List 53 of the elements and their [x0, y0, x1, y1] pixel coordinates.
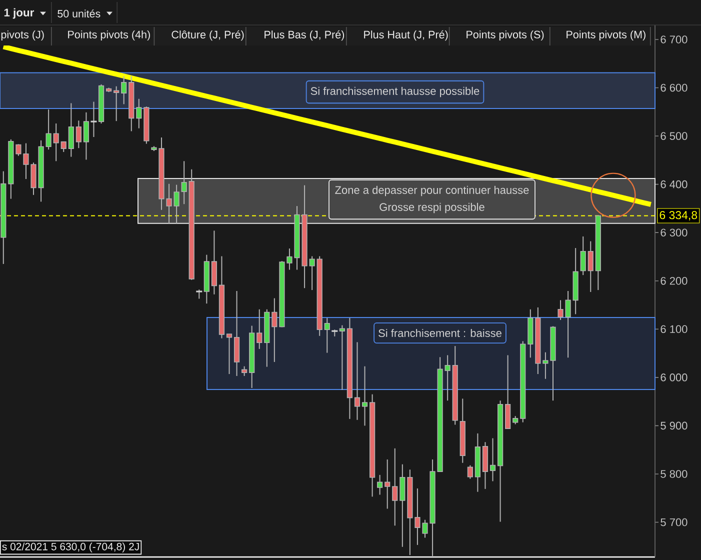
candlestick — [309, 256, 315, 291]
candlestick — [392, 448, 398, 526]
y-tick-label: 6 400 — [660, 180, 688, 188]
candlestick — [354, 342, 360, 420]
candlestick — [339, 324, 345, 390]
candlestick — [114, 86, 120, 122]
candlestick — [580, 236, 586, 276]
candlestick — [400, 464, 406, 548]
y-tick-label: 6 200 — [660, 276, 688, 285]
candlestick — [136, 98, 142, 129]
candlestick — [68, 102, 74, 158]
candlestick — [490, 438, 496, 482]
text: 50 unités — [58, 10, 100, 18]
candlestick — [181, 160, 187, 205]
annotation: Plus Haut (J, Pré) — [364, 30, 448, 41]
candlestick — [272, 298, 278, 362]
candlestick — [324, 318, 330, 354]
annotation: s 02/2021 5 630,0 (-704,8) 2J — [2, 542, 139, 552]
text: 1 jour — [4, 8, 34, 19]
annotation: Plus Bas (J, Pré) — [264, 30, 344, 41]
annotation: Points pivots (4h) — [68, 30, 150, 41]
candlestick — [46, 108, 52, 150]
candlestick — [226, 333, 232, 375]
candlestick — [83, 112, 90, 160]
y-tick-label: 6 500 — [660, 132, 688, 140]
annotation: Points pivots (S) — [466, 30, 544, 41]
y-tick-label: 5 900 — [660, 422, 688, 430]
annotation: Points pivots (M) — [566, 30, 646, 41]
annotation: pivots (J) — [1, 30, 44, 41]
annotation: Clôture (J, Pré) — [172, 30, 244, 41]
candlestick — [60, 141, 66, 152]
candlestick — [256, 308, 262, 350]
candlestick — [53, 122, 59, 162]
band-label: Zone a depasser pour continuer hausse Grosse respi possible — [335, 186, 529, 214]
band-label: Si franchissement hausse possible — [310, 86, 480, 98]
candlestick — [467, 464, 473, 480]
y-tick-label: 6 000 — [660, 374, 688, 382]
y-tick-label: 6 600 — [660, 84, 688, 92]
y-tick-label: 6 100 — [660, 325, 688, 334]
candlestick — [121, 76, 127, 105]
candlestick — [242, 366, 248, 376]
y-tick-label: 6 700 — [660, 36, 688, 44]
y-tick-label: 6 300 — [660, 228, 688, 236]
candlestick — [362, 366, 368, 426]
candlestick — [76, 120, 82, 149]
candlestick — [588, 240, 594, 292]
ref-line-label: 6 334,8 — [660, 211, 698, 221]
candlestick — [384, 458, 390, 510]
candlestick — [377, 474, 383, 496]
y-tick-label: 5 700 — [660, 518, 688, 526]
candlestick — [444, 354, 450, 402]
band-label: Si franchisement : baisse — [378, 328, 502, 338]
y-tick-label: 5 800 — [660, 470, 688, 478]
